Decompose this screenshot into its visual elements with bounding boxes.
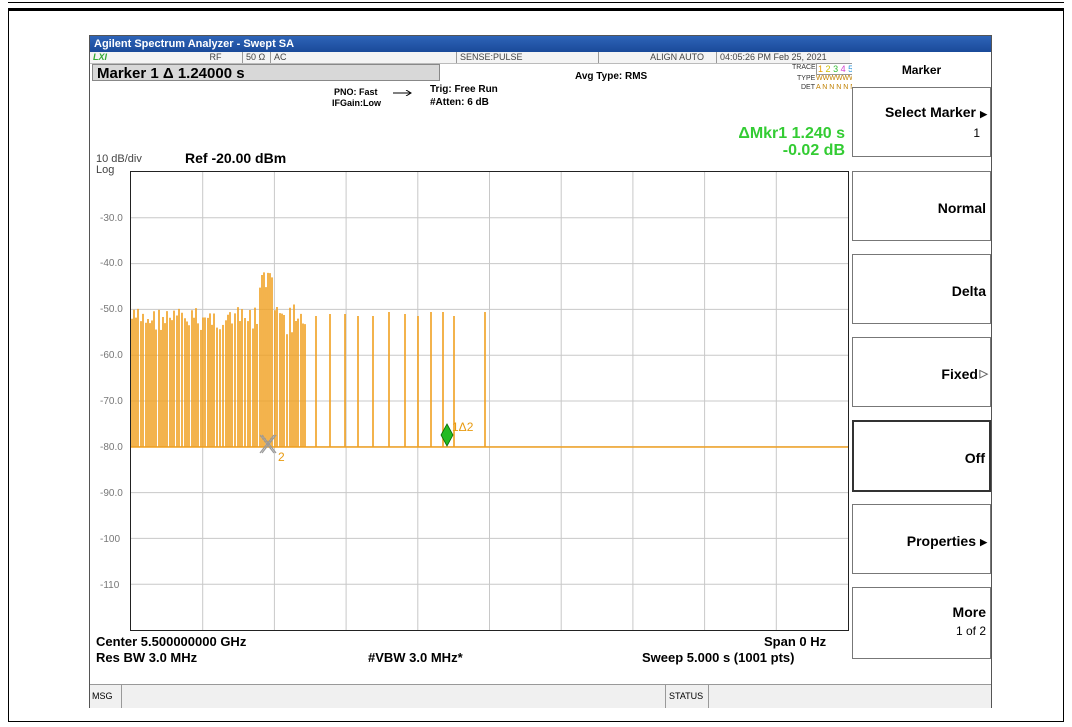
window-titlebar: Agilent Spectrum Analyzer - Swept SA [90, 36, 991, 52]
y-axis-label: -50.0 [100, 304, 123, 315]
rf-input-label: RF [186, 52, 242, 63]
marker-2-label: 2 [278, 450, 285, 464]
submenu-arrow-icon: ▶ [980, 537, 987, 548]
window-title: Agilent Spectrum Analyzer - Swept SA [94, 38, 294, 50]
submenu-arrow-icon: ▶ [980, 109, 987, 120]
impedance-label: 50 Ω [242, 52, 270, 63]
delta-softkey[interactable]: Delta [852, 254, 991, 324]
center-frequency: Center 5.500000000 GHz [96, 634, 246, 649]
trace-number-4: 4 [841, 64, 846, 74]
y-axis-label: -110 [100, 580, 119, 591]
y-axis-label: -100 [100, 534, 120, 545]
select-marker-label: Select Marker [885, 104, 976, 120]
delta-marker-time: ΔMkr1 1.240 s [738, 125, 845, 143]
more-page-indicator: 1 of 2 [956, 624, 986, 638]
message-label: MSG [90, 685, 122, 708]
sweep-time: Sweep 5.000 s (1001 pts) [642, 650, 794, 665]
attenuation-setting: #Atten: 6 dB [430, 97, 489, 108]
y-axis-label: -70.0 [100, 396, 123, 407]
type-label: TYPE [797, 75, 815, 82]
y-axis-label: -90.0 [100, 488, 123, 499]
coupling-label: AC [270, 52, 310, 63]
delta-marker-amplitude: -0.02 dB [783, 142, 845, 160]
y-axis-label: -30.0 [100, 213, 123, 224]
select-marker-value: 1 [973, 126, 980, 140]
det-value: A N N N N N [816, 84, 855, 91]
det-label: DET [801, 84, 815, 91]
properties-softkey[interactable]: Properties ▶ [852, 504, 991, 574]
trace-plot [131, 172, 848, 630]
fixed-softkey[interactable]: Fixed ▷ [852, 337, 991, 407]
trace-display[interactable]: 1Δ2 2 [130, 171, 849, 631]
more-softkey[interactable]: More 1 of 2 [852, 587, 991, 659]
y-axis-label: -60.0 [100, 350, 123, 361]
y-axis-label: -80.0 [100, 442, 123, 453]
span: Span 0 Hz [764, 634, 826, 649]
video-bandwidth: #VBW 3.0 MHz* [368, 650, 463, 665]
status-strip: LXI RF 50 Ω AC SENSE:PULSE ALIGN AUTO 04… [90, 52, 850, 64]
marker-1-label: 1Δ2 [452, 420, 473, 434]
type-value: WWWWWW [816, 75, 856, 82]
marker-readout: Marker 1 Δ 1.24000 s [92, 64, 440, 81]
select-marker-softkey[interactable]: Select Marker ▶ 1 [852, 87, 991, 157]
avg-type-setting: Avg Type: RMS [575, 71, 647, 82]
trace-number-1: 1 [818, 64, 823, 74]
normal-softkey[interactable]: Normal [852, 171, 991, 241]
sense-label: SENSE:PULSE [456, 52, 526, 63]
trace-number-2: 2 [826, 64, 831, 74]
document-top-rule [8, 2, 1064, 3]
arrow-icon [393, 90, 413, 96]
trace-label: TRACE [792, 64, 816, 71]
softkey-panel: Marker Select Marker ▶ 1 Normal Delta Fi… [852, 54, 991, 664]
datetime-label: 04:05:26 PM Feb 25, 2021 [716, 52, 850, 63]
submenu-arrow-icon: ▷ [980, 367, 988, 380]
y-axis-label: -40.0 [100, 258, 123, 269]
lxi-logo: LXI [90, 52, 114, 63]
ifgain-setting: IFGain:Low [332, 98, 381, 108]
resolution-bandwidth: Res BW 3.0 MHz [96, 650, 197, 665]
pno-setting: PNO: Fast [334, 87, 378, 97]
align-label: ALIGN AUTO [598, 52, 708, 63]
trigger-setting: Trig: Free Run [430, 84, 498, 95]
status-label: STATUS [665, 685, 709, 708]
reference-level: Ref -20.00 dBm [185, 150, 286, 166]
spectrum-analyzer-window: Agilent Spectrum Analyzer - Swept SA LXI… [89, 35, 992, 708]
trace-legend: TRACE 1 2 3 4 5 6 TYPE WWWWWW DET A N N … [790, 63, 850, 99]
scale-mode: Log [96, 164, 114, 176]
softkey-menu-title: Marker [852, 54, 991, 87]
message-bar: MSG STATUS [90, 684, 991, 708]
off-softkey[interactable]: Off [852, 420, 991, 492]
trace-number-3: 3 [833, 64, 838, 74]
